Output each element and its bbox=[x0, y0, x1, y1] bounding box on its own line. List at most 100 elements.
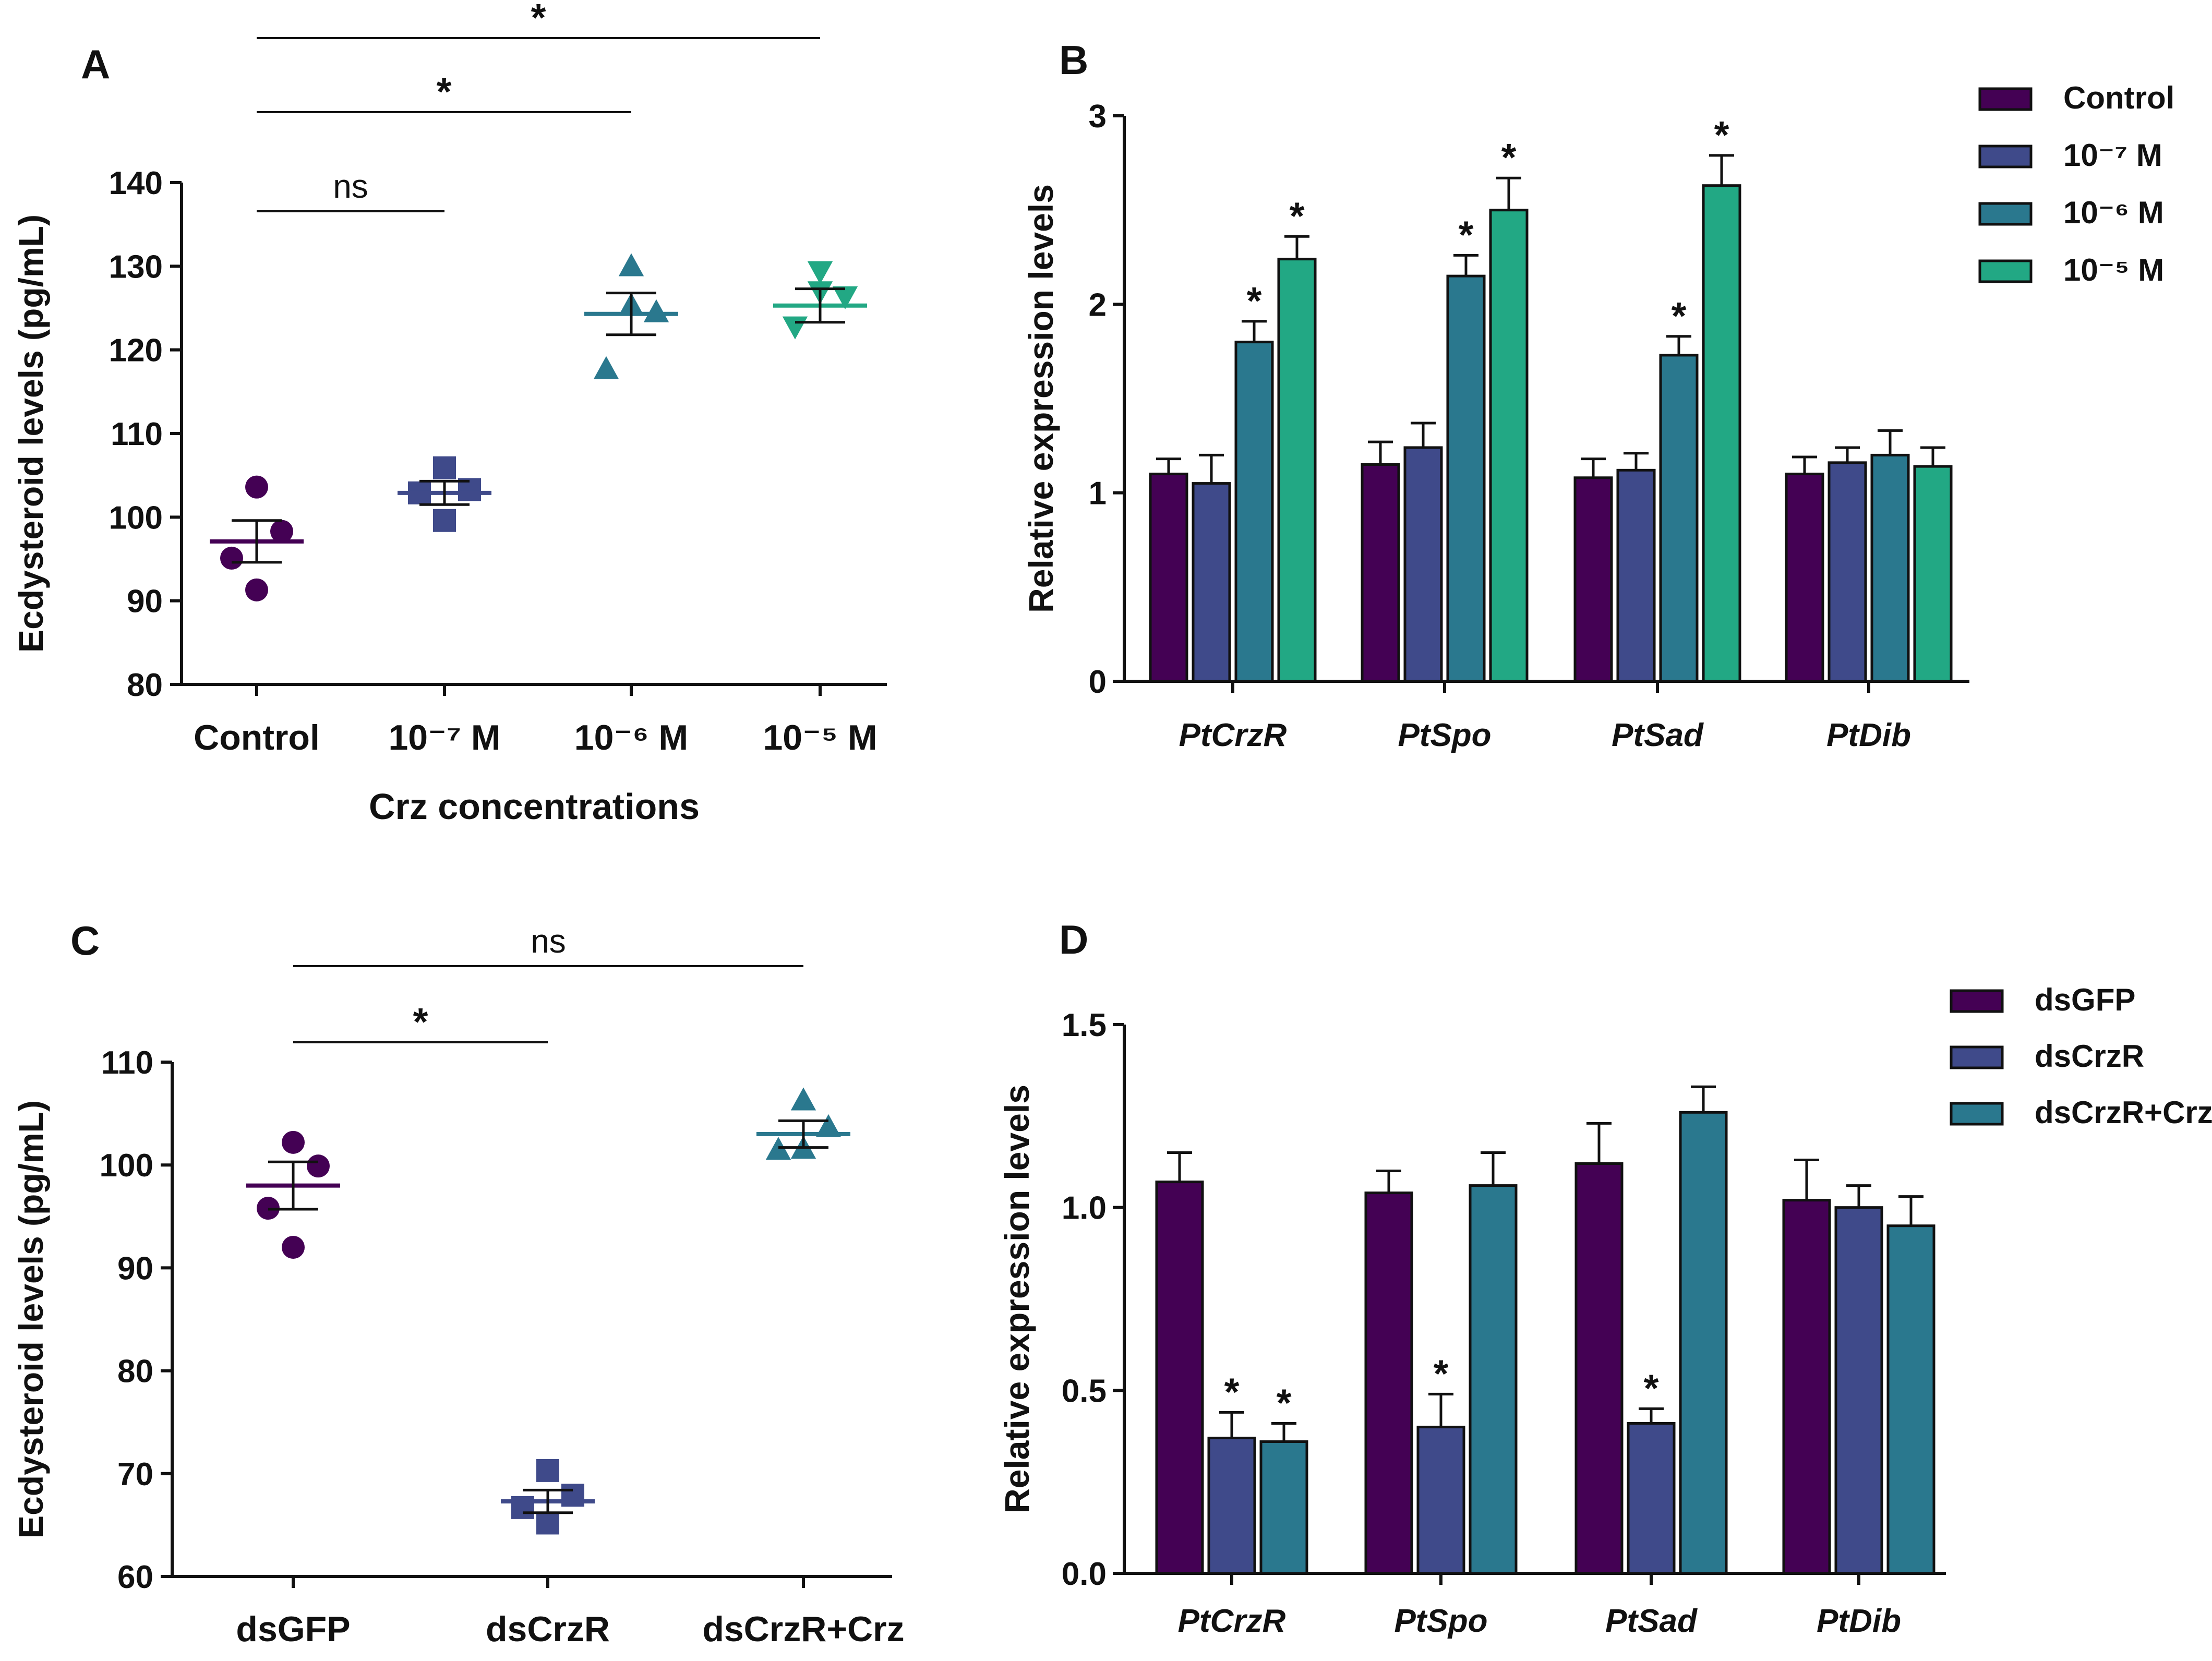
series-dsCrzR bbox=[501, 1459, 595, 1535]
legend-label: dsCrzR+Crz bbox=[2035, 1095, 2212, 1130]
comparison-label: ns bbox=[333, 167, 368, 205]
x-tick-label: dsCrzR+Crz bbox=[702, 1609, 904, 1649]
bar bbox=[1782, 1199, 1831, 1575]
y-tick-label: 0.0 bbox=[1062, 1556, 1107, 1592]
y-tick-label: 90 bbox=[127, 584, 163, 620]
x-tick-label: PtSpo bbox=[1394, 1603, 1487, 1639]
bar bbox=[1155, 1181, 1204, 1575]
y-tick-label: 80 bbox=[117, 1354, 153, 1390]
legend-swatch bbox=[1978, 202, 2033, 226]
data-point bbox=[433, 456, 456, 479]
y-tick-label: 0 bbox=[1089, 664, 1107, 700]
bar bbox=[1446, 274, 1486, 683]
data-point bbox=[807, 261, 833, 284]
y-tick-label: 1.0 bbox=[1062, 1190, 1107, 1226]
significance-label: * bbox=[1644, 1366, 1659, 1410]
data-point bbox=[536, 1511, 559, 1535]
panel-label: A bbox=[81, 41, 110, 87]
bar bbox=[1234, 341, 1274, 683]
x-axis-label: Crz concentrations bbox=[369, 786, 700, 827]
series-1e-6 bbox=[584, 253, 678, 379]
y-tick-label: 2 bbox=[1089, 287, 1107, 323]
data-point bbox=[832, 286, 858, 309]
series-dsGFP bbox=[246, 1130, 340, 1259]
y-tick-label: 100 bbox=[100, 1148, 153, 1184]
bar bbox=[1149, 473, 1188, 683]
x-tick-label: 10⁻⁶ M bbox=[574, 718, 688, 757]
y-tick-label: 140 bbox=[109, 165, 163, 201]
bar bbox=[1573, 476, 1613, 683]
bar bbox=[1616, 468, 1656, 683]
significance-label: * bbox=[1672, 294, 1687, 338]
y-tick-label: 130 bbox=[109, 249, 163, 285]
y-tick-label: 80 bbox=[127, 667, 163, 703]
series-1e-5 bbox=[773, 261, 867, 340]
bar bbox=[1259, 1440, 1308, 1575]
data-point bbox=[782, 316, 808, 340]
data-point bbox=[643, 299, 669, 322]
significance-label: * bbox=[1501, 136, 1517, 179]
series-1e-7 bbox=[398, 456, 491, 532]
significance-label: * bbox=[1714, 113, 1729, 157]
bar bbox=[1469, 1184, 1518, 1575]
panel-label: D bbox=[1059, 917, 1088, 962]
y-tick-label: 110 bbox=[111, 416, 163, 452]
bar bbox=[1659, 354, 1699, 683]
legend-swatch bbox=[1978, 145, 2033, 168]
bar bbox=[1489, 209, 1529, 683]
legend-label: dsGFP bbox=[2035, 982, 2135, 1017]
y-tick-label: 90 bbox=[117, 1250, 153, 1286]
x-tick-label: 10⁻⁵ M bbox=[763, 718, 877, 757]
legend-label: 10⁻⁶ M bbox=[2063, 195, 2164, 230]
data-point bbox=[245, 475, 268, 499]
significance-label: * bbox=[1459, 213, 1474, 256]
y-tick-label: 1.5 bbox=[1062, 1007, 1107, 1043]
bar bbox=[1679, 1111, 1728, 1575]
bar bbox=[1870, 453, 1910, 683]
legend-swatch bbox=[1978, 87, 2033, 111]
comparison-label: ns bbox=[531, 922, 566, 960]
bar bbox=[1192, 482, 1231, 683]
legend-swatch bbox=[1950, 1102, 2004, 1126]
panel-a: A 80 90 100 110 120 130 140 Ecdysteroid levels (… bbox=[11, 0, 887, 827]
y-tick-label: 70 bbox=[117, 1457, 153, 1493]
bar bbox=[1207, 1437, 1256, 1575]
data-point bbox=[282, 1235, 305, 1259]
x-tick-label: PtSpo bbox=[1398, 717, 1491, 753]
x-tick-label: dsGFP bbox=[236, 1609, 350, 1649]
legend-swatch bbox=[1950, 989, 2004, 1013]
bar bbox=[1574, 1162, 1624, 1575]
data-point bbox=[307, 1154, 330, 1178]
data-point bbox=[220, 546, 243, 570]
bar bbox=[1416, 1425, 1465, 1575]
series-dsCrzR+Crz bbox=[756, 1087, 850, 1160]
x-tick-label: PtSad bbox=[1612, 717, 1704, 753]
y-tick-label: 100 bbox=[109, 500, 163, 536]
panel-c: C 60 70 80 90 100 110 Ecdysteroid levels (pg/mL… bbox=[11, 918, 905, 1649]
x-tick-label: PtSad bbox=[1605, 1603, 1698, 1639]
panel-label: B bbox=[1059, 37, 1088, 83]
x-tick-label: PtCrzR bbox=[1178, 1603, 1286, 1639]
comparison-label: * bbox=[437, 70, 452, 113]
legend-label: 10⁻⁷ M bbox=[2063, 138, 2162, 173]
bar bbox=[1913, 465, 1953, 683]
bar bbox=[1364, 1191, 1413, 1575]
panel-label: C bbox=[70, 918, 100, 964]
legend-label: dsCrzR bbox=[2035, 1039, 2144, 1074]
data-point bbox=[245, 578, 268, 601]
y-tick-label: 3 bbox=[1089, 99, 1107, 135]
x-tick-label: PtDib bbox=[1817, 1603, 1901, 1639]
y-tick-label: 0.5 bbox=[1062, 1373, 1107, 1409]
bar bbox=[1834, 1206, 1883, 1575]
series-Control bbox=[210, 475, 304, 601]
significance-label: * bbox=[1224, 1370, 1240, 1413]
comparison-label: * bbox=[531, 0, 546, 39]
y-tick-label: 110 bbox=[101, 1045, 153, 1081]
panel-d: D 0.0 0.5 1.0 1.5 Relative expression levels P… bbox=[997, 917, 2212, 1639]
y-tick-label: 60 bbox=[117, 1559, 153, 1595]
bar bbox=[1277, 258, 1317, 683]
y-tick-label: 120 bbox=[109, 333, 163, 369]
legend-label: Control bbox=[2063, 80, 2174, 115]
x-tick-label: dsCrzR bbox=[486, 1609, 610, 1649]
x-tick-label: 10⁻⁷ M bbox=[388, 718, 500, 757]
